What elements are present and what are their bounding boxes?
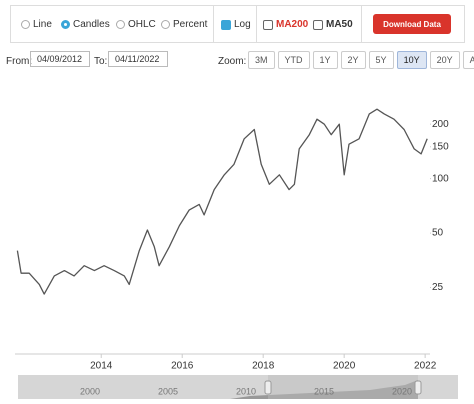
x-tick-label: 2020 <box>333 361 356 372</box>
separator <box>361 6 362 42</box>
type-option[interactable]: Candles <box>61 19 110 30</box>
label: Percent <box>173 19 208 30</box>
y-tick-label: 50 <box>432 228 444 239</box>
x-tick-label: 2022 <box>414 361 437 372</box>
price-line <box>16 108 428 295</box>
download-button[interactable]: Download Data <box>373 14 451 34</box>
y-tick-label: 100 <box>432 173 449 184</box>
label: OHLC <box>128 19 156 30</box>
label: MA200 <box>276 19 309 30</box>
ma200-toggle[interactable]: MA200 <box>263 19 308 30</box>
navigator-label: 2010 <box>236 386 256 396</box>
from-input[interactable]: 04/09/2012 <box>30 51 90 67</box>
zoom-label: Zoom: <box>218 56 247 67</box>
ma50-toggle[interactable]: MA50 <box>313 19 353 30</box>
separator <box>213 6 214 42</box>
zoom-button[interactable]: 3M <box>248 51 275 69</box>
type-option[interactable]: Percent <box>161 19 207 30</box>
toolbar: Line Candles OHLC Percent Log MA200 MA50… <box>10 5 465 43</box>
zoom-button[interactable]: 20Y <box>429 51 460 69</box>
x-tick-label: 2016 <box>171 361 194 372</box>
zoom-button[interactable]: 1Y <box>312 51 338 69</box>
to-input[interactable]: 04/11/2022 <box>108 51 168 67</box>
y-tick-label: 150 <box>432 141 449 152</box>
navigator-handle[interactable] <box>414 380 422 395</box>
navigator-label: 2000 <box>80 386 100 396</box>
label: Log <box>234 19 251 30</box>
type-option[interactable]: Line <box>21 19 52 30</box>
type-option[interactable]: OHLC <box>116 19 156 30</box>
x-tick-label: 2018 <box>252 361 275 372</box>
zoom-button[interactable]: YTD <box>277 51 310 69</box>
y-tick-label: 25 <box>432 282 444 293</box>
y-tick-label: 200 <box>432 119 449 130</box>
from-label: From: <box>6 56 33 67</box>
navigator-label: 2005 <box>158 386 178 396</box>
separator <box>256 6 257 42</box>
zoom-button[interactable]: All <box>462 51 474 69</box>
zoom-button[interactable]: 5Y <box>368 51 394 69</box>
navigator-label: 2020 <box>392 386 412 396</box>
x-tick-label: 2014 <box>90 361 113 372</box>
zoom-buttons: 3MYTD1Y2Y5Y10Y20YAll <box>248 51 474 69</box>
to-label: To: <box>94 56 108 67</box>
label: MA50 <box>326 19 353 30</box>
log-toggle[interactable]: Log <box>221 19 251 30</box>
navigator-window[interactable] <box>268 375 418 399</box>
navigator-handle[interactable] <box>264 380 272 395</box>
label: Line <box>33 19 52 30</box>
navigator-label: 2015 <box>314 386 334 396</box>
zoom-button[interactable]: 10Y <box>396 51 427 69</box>
zoom-button[interactable]: 2Y <box>340 51 366 69</box>
label: Candles <box>73 19 110 30</box>
